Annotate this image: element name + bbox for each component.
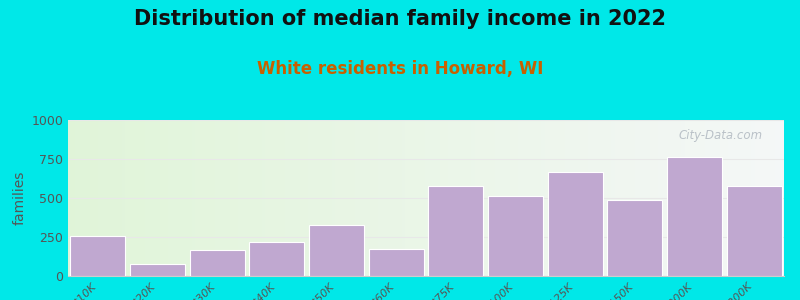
Bar [548,172,602,276]
Bar [428,185,483,276]
Text: White residents in Howard, WI: White residents in Howard, WI [257,60,543,78]
Text: City-Data.com: City-Data.com [678,129,762,142]
Bar [369,249,424,276]
Bar [667,158,722,276]
Bar [190,250,245,276]
Bar [130,264,185,276]
Bar [488,196,543,276]
Bar [70,236,126,276]
Bar [726,185,782,276]
Bar [309,224,364,276]
Y-axis label: families: families [13,171,27,225]
Bar [607,200,662,276]
Bar [250,242,304,276]
Text: Distribution of median family income in 2022: Distribution of median family income in … [134,9,666,29]
